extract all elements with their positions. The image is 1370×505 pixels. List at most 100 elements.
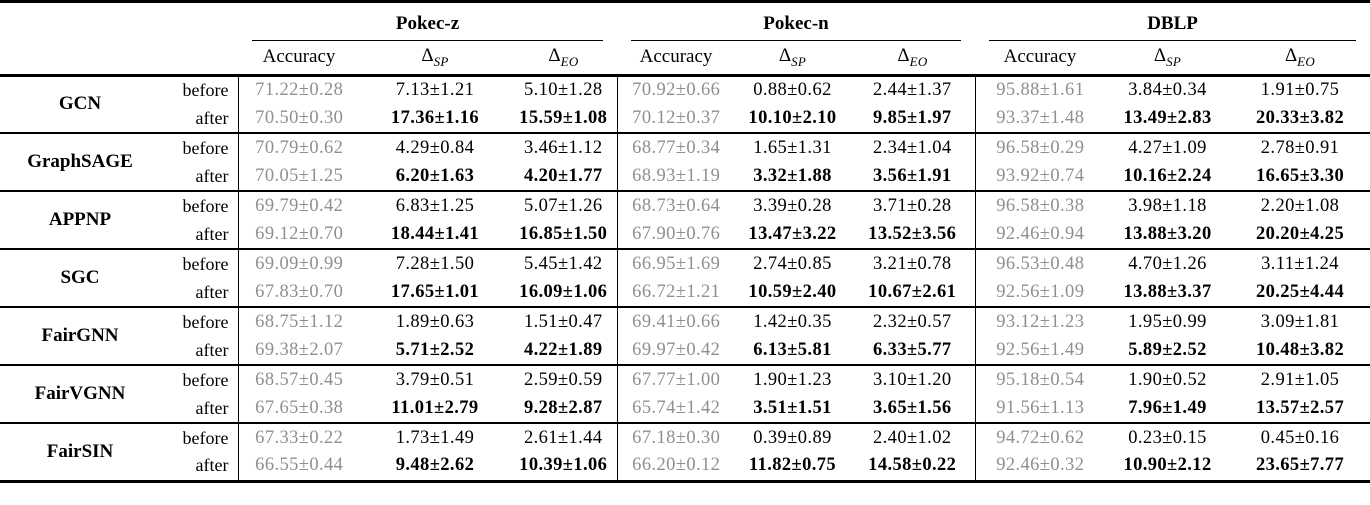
- phase-label-after: after: [195, 107, 229, 128]
- cell-sgc-before-dblp-delta-sp: 4.70±1.26: [1128, 253, 1207, 274]
- column-header-dblp-accuracy: Accuracy: [1003, 46, 1077, 68]
- cell-fairvgnn-after-pokec-z-delta-sp: 11.01±2.79: [391, 397, 479, 418]
- cell-fairsin-before-pokec-n-accuracy: 67.18±0.30: [616, 423, 735, 452]
- cell-fairgnn-after-dblp-delta-sp: 5.89±2.52: [1128, 339, 1207, 360]
- cell-graphsage-before-dblp-delta-sp: 4.27±1.09: [1128, 137, 1207, 158]
- cell-fairsin-after-pokec-z-delta-sp: 9.48±2.62: [395, 455, 475, 476]
- cell-fairgnn-before-pokec-z-delta-eo: 1.51±0.47: [523, 311, 603, 332]
- cell-appnp-after-dblp-accuracy: 92.46±0.94: [974, 220, 1106, 249]
- column-header-pokec-n-delta-eo: ΔEO: [897, 44, 928, 69]
- phase-label-before: before: [182, 79, 229, 100]
- model-name: GraphSAGE: [27, 151, 133, 172]
- cell-gcn-after-pokec-z-delta-eo: 15.59±1.08: [519, 107, 608, 128]
- phase-label-before: before: [182, 195, 229, 216]
- cell-graphsage-before-pokec-n-delta-sp: 1.65±1.31: [753, 137, 832, 158]
- cell-fairgnn-after-dblp-accuracy: 92.56±1.49: [974, 336, 1106, 365]
- cell-fairgnn-after-pokec-z-delta-eo: 4.22±1.89: [523, 339, 603, 360]
- cell-fairsin-after-dblp-delta-eo: 23.65±7.77: [1255, 455, 1345, 476]
- cell-graphsage-before-dblp-delta-eo: 2.78±0.91: [1260, 137, 1340, 158]
- cell-fairvgnn-after-pokec-n-delta-sp: 3.51±1.51: [753, 397, 832, 418]
- cell-graphsage-before-pokec-n-delta-eo: 2.34±1.04: [873, 137, 952, 158]
- cell-gcn-before-pokec-z-accuracy: 71.22±0.28: [237, 75, 360, 104]
- cell-appnp-before-pokec-z-accuracy: 69.79±0.42: [237, 191, 360, 220]
- cell-fairvgnn-after-dblp-accuracy: 91.56±1.13: [974, 394, 1106, 423]
- row-appnp-before: APPNP before 69.79±0.42 6.83±1.25 5.07±1.26 6…: [0, 191, 1370, 230]
- column-header-dblp-delta-eo: ΔEO: [1284, 44, 1316, 69]
- model-name: APPNP: [48, 209, 112, 230]
- cell-sgc-after-pokec-z-accuracy: 67.83±0.70: [237, 278, 360, 307]
- results-table: Pokec-z Pokec-n DBLP Accuracy ΔSP ΔEO Accur…: [0, 0, 1370, 483]
- cell-sgc-after-dblp-delta-sp: 13.88±3.37: [1123, 281, 1212, 302]
- cell-fairgnn-before-dblp-accuracy: 93.12±1.23: [974, 307, 1106, 336]
- row-fairsin-before: FairSIN before 67.33±0.22 1.73±1.49 2.61±1.4…: [0, 423, 1370, 462]
- model-name: FairGNN: [41, 325, 119, 346]
- cell-fairgnn-after-pokec-n-delta-eo: 6.33±5.77: [873, 339, 952, 360]
- cell-gcn-after-dblp-delta-sp: 13.49±2.83: [1123, 107, 1212, 128]
- cell-appnp-before-pokec-z-delta-eo: 5.07±1.26: [523, 195, 603, 216]
- cell-gcn-before-pokec-z-delta-sp: 7.13±1.21: [395, 79, 475, 100]
- cell-appnp-after-dblp-delta-sp: 13.88±3.20: [1123, 223, 1212, 244]
- cell-fairsin-after-pokec-z-accuracy: 66.55±0.44: [237, 452, 360, 481]
- model-name: GCN: [58, 93, 102, 115]
- cell-fairvgnn-before-dblp-delta-eo: 2.91±1.05: [1260, 369, 1340, 390]
- cell-gcn-before-pokec-z-delta-eo: 5.10±1.28: [523, 79, 603, 100]
- cell-fairgnn-after-pokec-n-delta-sp: 6.13±5.81: [753, 339, 832, 360]
- cell-sgc-before-pokec-n-delta-sp: 2.74±0.85: [753, 253, 832, 274]
- dataset-header-pokec-z: Pokec-z: [238, 2, 617, 41]
- column-header-pokec-n-accuracy: Accuracy: [639, 46, 713, 68]
- cell-fairsin-after-pokec-n-delta-sp: 11.82±0.75: [748, 455, 837, 476]
- cell-fairvgnn-before-dblp-accuracy: 95.18±0.54: [974, 365, 1106, 394]
- cell-appnp-after-pokec-z-accuracy: 69.12±0.70: [237, 220, 360, 249]
- phase-label-before: before: [182, 253, 229, 274]
- cell-fairvgnn-after-dblp-delta-eo: 13.57±2.57: [1255, 397, 1345, 418]
- cell-fairsin-before-pokec-z-accuracy: 67.33±0.22: [237, 423, 360, 452]
- metric-header-row: Accuracy ΔSP ΔEO Accuracy ΔSP ΔEO Accuracy ΔSP Δ…: [0, 41, 1370, 75]
- column-header-pokec-n-delta-sp: ΔSP: [778, 44, 807, 69]
- cell-fairvgnn-after-pokec-z-accuracy: 67.65±0.38: [237, 394, 360, 423]
- cell-fairgnn-before-pokec-n-accuracy: 69.41±0.66: [616, 307, 735, 336]
- cell-fairsin-after-dblp-accuracy: 92.46±0.32: [974, 452, 1106, 481]
- cell-fairvgnn-after-pokec-n-delta-eo: 3.65±1.56: [873, 397, 952, 418]
- cell-appnp-after-pokec-z-delta-eo: 16.85±1.50: [519, 223, 608, 244]
- cell-fairvgnn-before-pokec-z-accuracy: 68.57±0.45: [237, 365, 360, 394]
- model-block-fairvgnn: FairVGNN before 68.57±0.45 3.79±0.51 2.59±0.…: [0, 365, 1370, 423]
- phase-label-before: before: [182, 137, 229, 158]
- row-graphsage-after: after 70.05±1.25 6.20±1.63 4.20±1.77 68.93±1…: [0, 162, 1370, 191]
- cell-appnp-after-dblp-delta-eo: 20.20±4.25: [1255, 223, 1345, 244]
- cell-fairvgnn-before-pokec-n-accuracy: 67.77±1.00: [616, 365, 735, 394]
- model-name: FairVGNN: [34, 383, 126, 404]
- cell-gcn-after-dblp-accuracy: 93.37±1.48: [974, 104, 1106, 133]
- dataset-header-pokec-n: Pokec-n: [617, 2, 975, 41]
- cell-sgc-before-pokec-n-delta-eo: 3.21±0.78: [873, 253, 952, 274]
- cell-appnp-before-dblp-delta-sp: 3.98±1.18: [1128, 195, 1207, 216]
- cell-fairgnn-after-pokec-z-accuracy: 69.38±2.07: [237, 336, 360, 365]
- cell-fairgnn-after-dblp-delta-eo: 10.48±3.82: [1255, 339, 1345, 360]
- cell-gcn-after-pokec-n-delta-eo: 9.85±1.97: [873, 107, 952, 128]
- cell-graphsage-after-pokec-n-delta-eo: 3.56±1.91: [873, 165, 952, 186]
- cell-fairgnn-after-pokec-n-accuracy: 69.97±0.42: [616, 336, 735, 365]
- cell-fairsin-after-pokec-n-accuracy: 66.20±0.12: [616, 452, 735, 481]
- cell-graphsage-after-pokec-z-accuracy: 70.05±1.25: [237, 162, 360, 191]
- phase-label-before: before: [182, 427, 229, 448]
- phase-label-after: after: [195, 165, 229, 186]
- row-gcn-before: GCN before 71.22±0.28 7.13±1.21 5.10±1.28 70.…: [0, 75, 1370, 114]
- cell-fairsin-after-dblp-delta-sp: 10.90±2.12: [1123, 455, 1212, 476]
- table-header: Pokec-z Pokec-n DBLP Accuracy ΔSP ΔEO Accur…: [0, 2, 1370, 75]
- cell-graphsage-after-pokec-n-accuracy: 68.93±1.19: [616, 162, 735, 191]
- cell-sgc-before-pokec-z-delta-sp: 7.28±1.50: [395, 253, 475, 274]
- row-graphsage-before: GraphSAGE before 70.79±0.62 4.29±0.84 3.46±1…: [0, 133, 1370, 172]
- dataset-header-label: DBLP: [989, 3, 1357, 41]
- cell-sgc-after-pokec-n-accuracy: 66.72±1.21: [616, 278, 735, 307]
- cell-graphsage-before-dblp-accuracy: 96.58±0.29: [974, 133, 1106, 162]
- cell-appnp-before-dblp-delta-eo: 2.20±1.08: [1260, 195, 1340, 216]
- cell-sgc-after-pokec-n-delta-eo: 10.67±2.61: [868, 281, 957, 302]
- cell-fairvgnn-after-pokec-z-delta-eo: 9.28±2.87: [523, 397, 603, 418]
- cell-sgc-before-dblp-delta-eo: 3.11±1.24: [1261, 253, 1339, 274]
- cell-sgc-before-dblp-accuracy: 96.53±0.48: [974, 249, 1106, 278]
- cell-gcn-after-dblp-delta-eo: 20.33±3.82: [1255, 107, 1345, 128]
- cell-fairsin-after-pokec-z-delta-eo: 10.39±1.06: [519, 455, 608, 476]
- cell-appnp-before-dblp-accuracy: 96.58±0.38: [974, 191, 1106, 220]
- dataset-header-label: Pokec-n: [631, 3, 962, 41]
- cell-appnp-after-pokec-n-delta-eo: 13.52±3.56: [868, 223, 957, 244]
- cell-sgc-before-pokec-n-accuracy: 66.95±1.69: [616, 249, 735, 278]
